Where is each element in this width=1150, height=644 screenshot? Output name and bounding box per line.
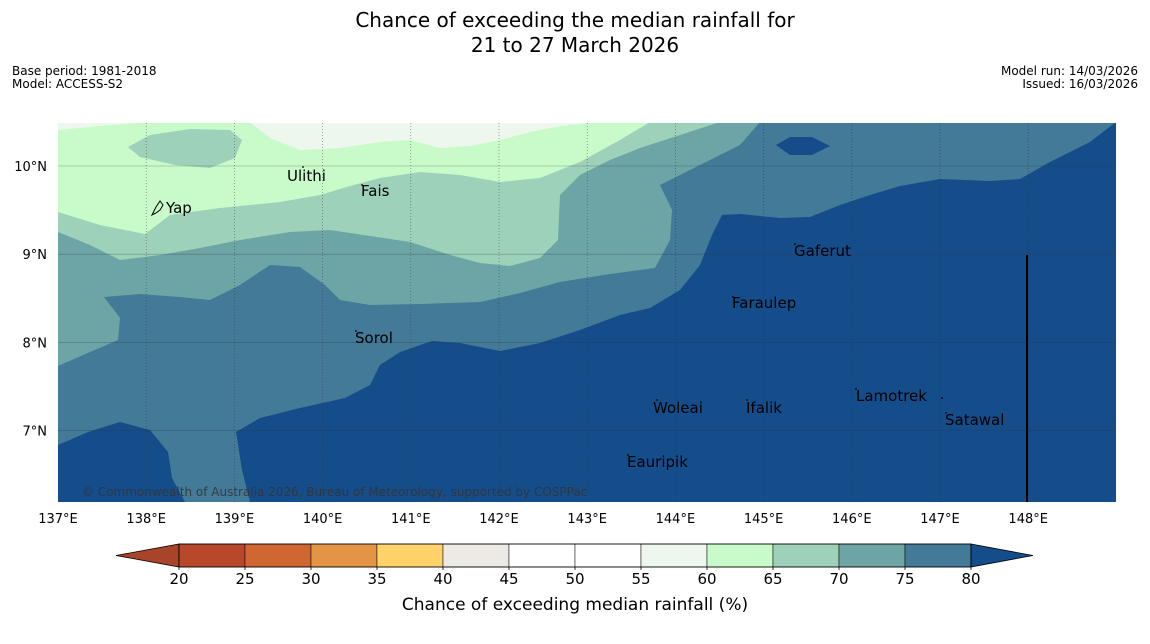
colorbar-tick-label: 75 [895, 570, 914, 588]
colorbar-segment [508, 543, 576, 568]
colorbar: 20 25 30 35 40 45 50 55 60 65 70 75 80 [115, 543, 1034, 588]
place-markers [302, 166, 947, 456]
colorbar-segment [244, 543, 312, 568]
colorbar-segment [904, 543, 972, 568]
lon-label: 145°E [744, 512, 784, 527]
place-ifalik: Ifalik [746, 399, 782, 417]
marker-faraulep [732, 296, 734, 298]
model-name: Model: ACCESS-S2 [12, 77, 124, 91]
colorbar-segment [178, 543, 246, 568]
place-faraulep: Faraulep [732, 294, 796, 312]
meta-right: Model run: 14/03/2026 Issued: 16/03/2026 [1001, 65, 1138, 91]
lon-label: 142°E [479, 512, 519, 527]
marker-ulithi [302, 166, 304, 168]
colorbar-extend-low [115, 543, 180, 568]
base-period: Base period: 1981-2018 [12, 64, 157, 78]
marker-fais [361, 184, 363, 186]
band-85-plus-patch [776, 137, 830, 155]
title-line-2: 21 to 27 March 2026 [470, 33, 680, 57]
place-yap: Yap [165, 199, 192, 217]
chart-title: Chance of exceeding the median rainfall … [0, 8, 1150, 58]
colorbar-tick-label: 60 [697, 570, 716, 588]
colorbar-tick-label: 80 [961, 570, 980, 588]
yap-island-shape [150, 200, 164, 217]
marker-gaferut [794, 243, 796, 245]
marker-eauripik [627, 454, 629, 456]
longitude-labels: 137°E 138°E 139°E 140°E 141°E 142°E 143°E 144°E… [38, 512, 1048, 527]
meta-left: Base period: 1981-2018 Model: ACCESS-S2 [12, 65, 157, 91]
marker-lamotrek-2 [941, 397, 943, 399]
colorbar-tick-label: 50 [565, 570, 584, 588]
colorbar-segment [376, 543, 444, 568]
colorbar-segment [640, 543, 708, 568]
lon-label: 146°E [832, 512, 872, 527]
colorbar-tick-label: 40 [433, 570, 452, 588]
lon-label: 137°E [38, 512, 78, 527]
place-sorol: Sorol [355, 329, 393, 347]
colorbar-extend-high [970, 543, 1034, 568]
lat-label: 8°N [23, 336, 48, 351]
colorbar-tick-label: 70 [829, 570, 848, 588]
lon-label: 148°E [1008, 512, 1048, 527]
lon-label: 140°E [303, 512, 343, 527]
colorbar-tick-label: 55 [631, 570, 650, 588]
marker-sorol [355, 330, 357, 332]
place-woleai: Woleai [653, 399, 703, 417]
colorbar-segment [706, 543, 774, 568]
marker-satawal [945, 412, 947, 414]
colorbar-tick-label: 65 [763, 570, 782, 588]
marker-ifalik [746, 399, 748, 401]
colorbar-tick-label: 20 [169, 570, 188, 588]
colorbar-segment [574, 543, 642, 568]
colorbar-segment [310, 543, 378, 568]
colorbar-segment [772, 543, 840, 568]
colorbar-tick-label: 45 [499, 570, 518, 588]
colorbar-tick-label: 25 [235, 570, 254, 588]
place-eauripik: Eauripik [627, 453, 688, 471]
gridlines [58, 123, 1116, 502]
place-lamotrek: Lamotrek [856, 387, 927, 405]
colorbar-tick-label: 35 [367, 570, 386, 588]
band-85-plus [58, 123, 1116, 502]
place-satawal: Satawal [945, 411, 1004, 429]
colorbar-tick-label: 30 [301, 570, 320, 588]
lon-label: 139°E [215, 512, 255, 527]
title-line-1: Chance of exceeding the median rainfall … [355, 8, 795, 32]
colorbar-title: Chance of exceeding median rainfall (%) [402, 595, 748, 615]
marker-woleai [656, 399, 658, 401]
lon-label: 138°E [126, 512, 166, 527]
lat-label: 9°N [23, 248, 48, 263]
lat-label: 7°N [23, 425, 48, 440]
marker-lamotrek [855, 388, 857, 390]
lon-label: 141°E [391, 512, 431, 527]
colorbar-segment [838, 543, 906, 568]
lon-label: 144°E [656, 512, 696, 527]
latitude-labels: 10°N 9°N 8°N 7°N [14, 160, 47, 440]
lon-label: 143°E [567, 512, 607, 527]
colorbar-segment [442, 543, 510, 568]
lat-label: 10°N [14, 160, 47, 175]
place-fais: Fais [361, 182, 390, 200]
model-run: Model run: 14/03/2026 [1000, 64, 1138, 78]
place-gaferut: Gaferut [794, 242, 851, 260]
place-labels: Yap Ulithi Fais Gaferut Faraulep Sorol W… [165, 167, 1004, 471]
place-ulithi: Ulithi [287, 167, 326, 185]
lon-label: 147°E [920, 512, 960, 527]
issued-date: Issued: 16/03/2026 [1022, 77, 1138, 91]
copyright-notice: © Commonwealth of Australia 2026, Bureau… [82, 485, 587, 499]
